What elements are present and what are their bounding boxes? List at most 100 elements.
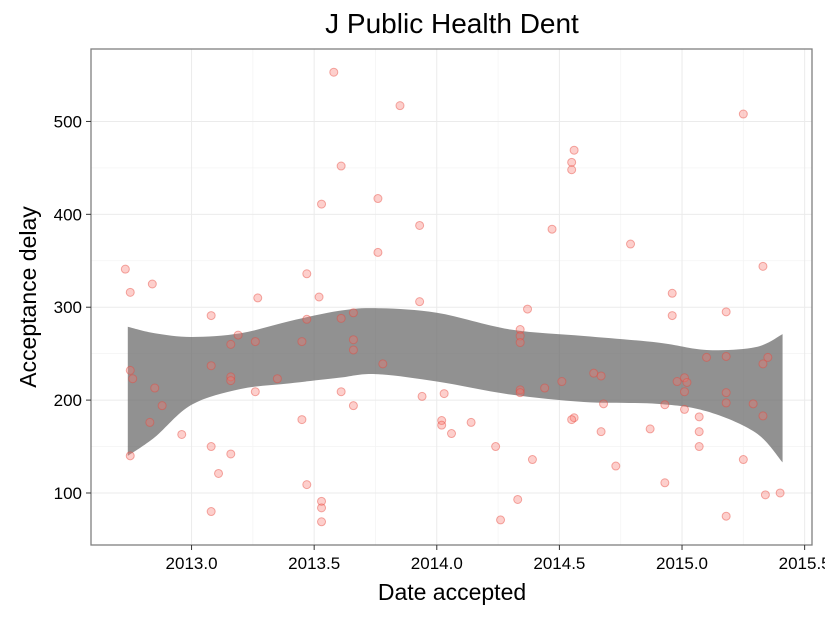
- data-point: [515, 331, 525, 341]
- data-point: [447, 429, 456, 439]
- data-point: [348, 308, 358, 318]
- y-axis-ticks: 100 200 300 400 500: [54, 112, 91, 503]
- data-point: [302, 269, 312, 279]
- data-point: [682, 377, 692, 387]
- data-point: [177, 429, 187, 439]
- data-point: [145, 417, 155, 427]
- data-point: [596, 427, 606, 437]
- data-point: [378, 359, 388, 369]
- data-point: [679, 373, 689, 383]
- data-point: [702, 352, 712, 362]
- data-point: [437, 416, 447, 426]
- y-axis-title: Acceptance delay: [15, 206, 41, 388]
- data-point: [672, 377, 682, 387]
- data-point: [491, 442, 501, 452]
- data-point: [515, 325, 525, 335]
- data-point: [226, 339, 236, 349]
- data-point: [348, 335, 358, 345]
- plot-panel: [90, 48, 813, 546]
- data-point: [157, 401, 167, 411]
- data-point: [329, 67, 339, 77]
- x-axis-ticks: 2013.0 2013.5 2014.0 2014.5 2015.0 2015.5: [166, 545, 825, 573]
- data-point: [253, 293, 263, 303]
- data-point: [226, 372, 236, 382]
- data-point: [439, 389, 449, 399]
- data-point: [226, 449, 236, 459]
- data-point: [679, 404, 689, 414]
- data-point: [417, 391, 427, 401]
- data-point: [694, 427, 704, 437]
- data-point: [515, 338, 525, 348]
- x-tick-label: 2015.5: [779, 554, 825, 573]
- data-point: [317, 199, 327, 209]
- data-point: [395, 101, 405, 111]
- data-point: [272, 374, 282, 384]
- data-point: [660, 478, 670, 488]
- data-point: [206, 311, 216, 321]
- data-point: [596, 371, 606, 381]
- data-point: [415, 220, 425, 230]
- data-point: [317, 517, 327, 527]
- y-tick-label: 100: [54, 484, 82, 503]
- data-point: [758, 359, 768, 369]
- data-point: [214, 468, 224, 478]
- data-point: [233, 330, 243, 340]
- data-point: [523, 304, 533, 314]
- x-axis-title: Date accepted: [378, 579, 526, 605]
- data-point: [721, 307, 731, 317]
- y-tick-label: 300: [54, 298, 82, 317]
- x-tick-label: 2015.0: [656, 554, 708, 573]
- data-point: [540, 383, 550, 393]
- data-point: [125, 287, 135, 297]
- data-points: [120, 67, 785, 527]
- data-point: [348, 345, 358, 355]
- data-point: [125, 365, 135, 375]
- data-point: [415, 297, 425, 307]
- data-point: [336, 387, 346, 397]
- data-point: [775, 488, 785, 498]
- data-point: [513, 494, 523, 504]
- data-point: [147, 279, 157, 289]
- data-point: [527, 455, 537, 465]
- smooth-band: [127, 308, 783, 463]
- data-point: [679, 387, 689, 397]
- data-point: [297, 415, 307, 425]
- data-point: [567, 415, 577, 425]
- x-tick-label: 2013.0: [166, 554, 218, 573]
- data-point: [373, 194, 383, 204]
- data-point: [250, 337, 260, 347]
- x-tick-label: 2014.5: [533, 554, 585, 573]
- data-point: [611, 461, 621, 471]
- data-point: [297, 337, 307, 347]
- data-point: [721, 511, 731, 521]
- x-tick-label: 2013.5: [288, 554, 340, 573]
- data-point: [250, 387, 260, 397]
- data-point: [317, 503, 327, 513]
- data-point: [437, 420, 447, 430]
- data-point: [302, 314, 312, 324]
- data-point: [547, 224, 557, 234]
- data-point: [206, 361, 216, 371]
- data-point: [721, 351, 731, 361]
- data-point: [738, 109, 748, 119]
- y-tick-label: 200: [54, 391, 82, 410]
- data-point: [758, 261, 768, 271]
- data-point: [758, 411, 768, 421]
- data-point: [738, 455, 748, 465]
- data-point: [660, 400, 670, 410]
- data-point: [128, 374, 138, 384]
- data-point: [348, 401, 358, 411]
- data-point: [125, 451, 135, 461]
- data-point: [748, 399, 758, 409]
- data-point: [694, 412, 704, 422]
- data-point: [589, 368, 599, 378]
- y-tick-label: 500: [54, 112, 82, 131]
- data-point: [567, 157, 577, 167]
- data-point: [373, 247, 383, 257]
- data-point: [626, 239, 636, 249]
- data-point: [336, 313, 346, 323]
- confidence-band: [127, 308, 783, 463]
- data-point: [667, 311, 677, 321]
- x-tick-label: 2014.0: [411, 554, 463, 573]
